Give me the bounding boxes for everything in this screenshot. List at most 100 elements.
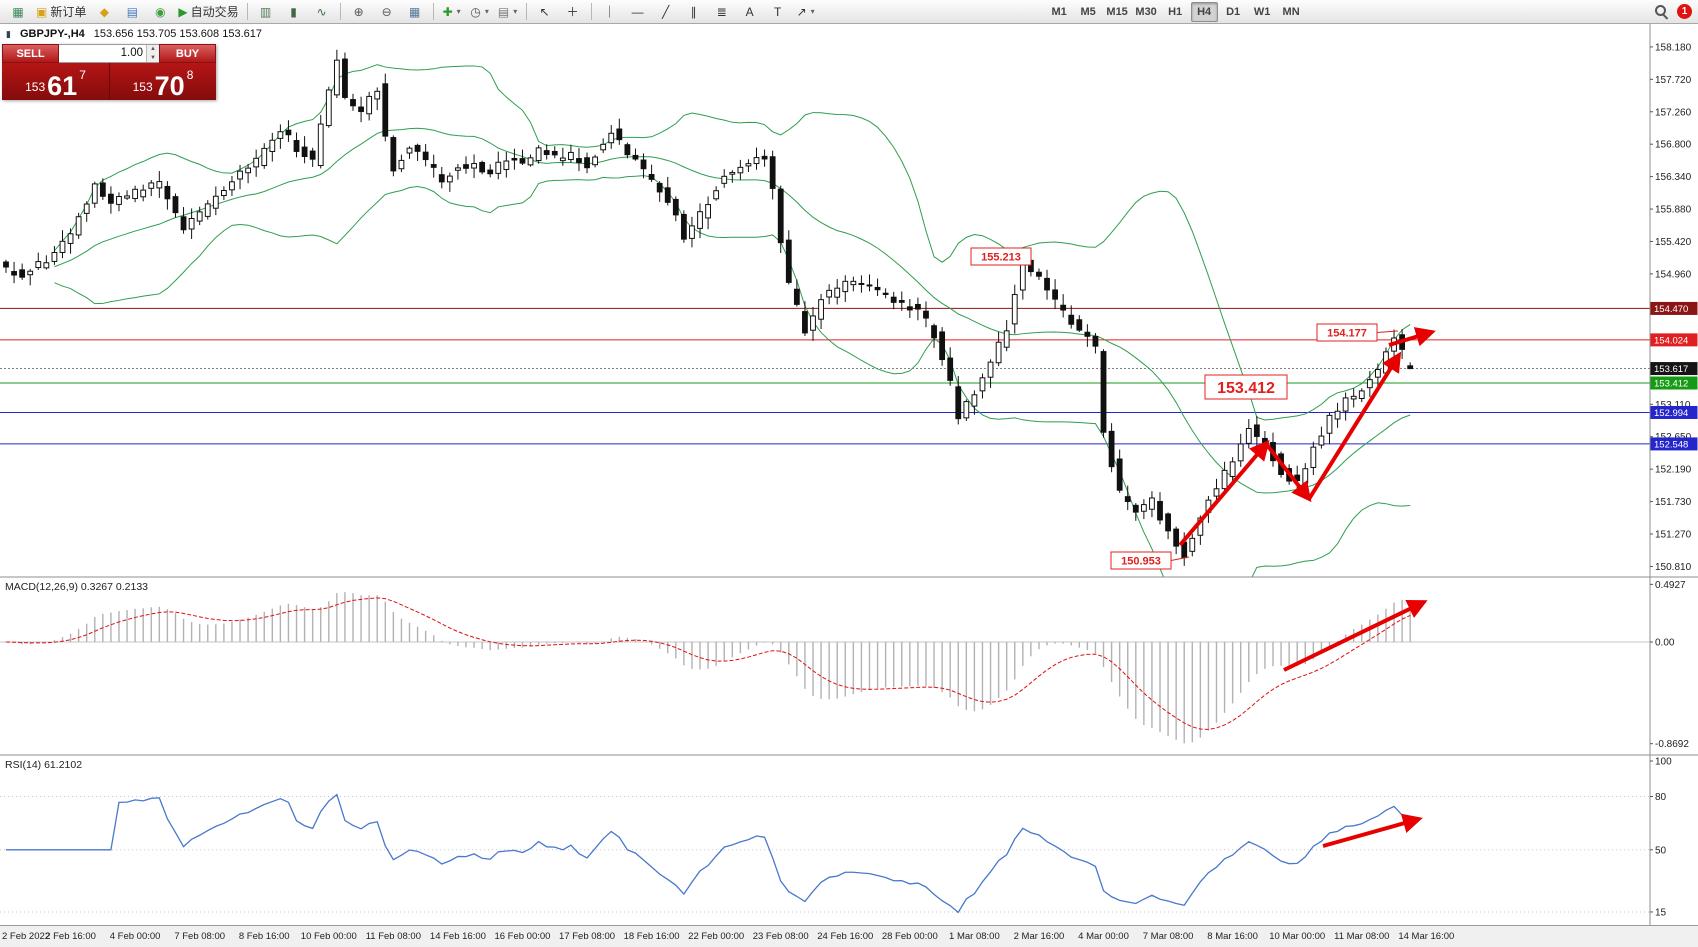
candlestick-chart-icon: ▮ [290, 4, 297, 19]
templates-button[interactable]: ▤ ▾ [494, 1, 522, 23]
timeframe-m5[interactable]: M5 [1080, 5, 1096, 18]
price-annotation[interactable]: 154.177 [1316, 323, 1399, 342]
line-chart-button[interactable]: ∿ [308, 1, 336, 23]
time-label: 4 Mar 00:00 [1078, 931, 1129, 942]
timeframe-mn[interactable]: MN [1282, 5, 1300, 18]
crosshair-icon: ＋ [566, 4, 579, 19]
candlestick-chart-button[interactable]: ▮ [280, 1, 308, 23]
svg-text:0.4927: 0.4927 [1655, 580, 1686, 591]
timeframe-w1[interactable]: W1 [1253, 5, 1271, 18]
text-button[interactable]: A [736, 1, 764, 23]
market-watch-button[interactable]: ▤ [118, 1, 146, 23]
channel-button[interactable]: ∥ [680, 1, 708, 23]
timeframe-h1[interactable]: H1 [1168, 5, 1183, 18]
zoom-out-button[interactable]: ⊖ [373, 1, 401, 23]
cursor-icon: ↖ [539, 4, 550, 19]
bid-price-button[interactable]: 153 61 7 [2, 63, 109, 100]
bollinger-upper-band[interactable] [54, 64, 1411, 421]
indicators-button[interactable]: ✚ ▾ [438, 1, 466, 23]
volume-input[interactable]: 1.00 [120, 47, 143, 59]
price-annotation[interactable]: 153.412 [1204, 374, 1288, 400]
time-label: 2 Feb 16:00 [45, 931, 96, 942]
macd-label: MACD(12,26,9) 0.3267 0.2133 [5, 581, 149, 593]
trend-arrow[interactable] [1178, 439, 1270, 547]
new-order-button[interactable]: ▣ 新订单 [32, 1, 90, 23]
time-label: 2 Feb 2022 [2, 931, 51, 942]
sell-button[interactable]: SELL [2, 44, 59, 63]
trend-arrow[interactable] [1265, 443, 1312, 503]
timeframe-d1[interactable]: D1 [1226, 5, 1241, 18]
navigator-button[interactable]: ◉ [146, 1, 174, 23]
price-annotation[interactable]: 155.213 [970, 247, 1032, 266]
horizontal-line-icon: — [631, 4, 644, 19]
bar-chart-button[interactable]: ▥ [252, 1, 280, 23]
trend-arrow[interactable] [1388, 327, 1436, 347]
volume-box: 1.00 ▲ ▼ [59, 44, 159, 63]
vertical-line-button[interactable]: ｜ [596, 1, 624, 23]
price-annotation[interactable]: 150.953 [1110, 551, 1190, 570]
cursor-button[interactable]: ↖ [531, 1, 559, 23]
notification-badge[interactable]: 1 [1677, 4, 1692, 19]
buy-button[interactable]: BUY [159, 44, 216, 63]
time-label: 10 Feb 00:00 [300, 931, 357, 942]
periods-button-caret: ▾ [484, 7, 489, 16]
rsi-line [6, 793, 1411, 914]
timeframe-m30[interactable]: M30 [1135, 5, 1157, 18]
bollinger-middle-band[interactable] [54, 127, 1411, 494]
trend-arrow[interactable] [1322, 813, 1423, 848]
symbol-title: GBPJPY-,H4 [19, 28, 85, 40]
time-label: 28 Feb 00:00 [881, 931, 938, 942]
time-label: 4 Feb 00:00 [109, 931, 161, 942]
crosshair-button[interactable]: ＋ [559, 1, 587, 23]
history-center-button[interactable]: ◆ [90, 1, 118, 23]
chart-canvas[interactable]: 158.180 157.720 157.260 156.800 156.340 155.8… [0, 24, 1698, 925]
terminal-icon: ▦ [12, 4, 24, 19]
horizontal-line-button[interactable]: — [624, 1, 652, 23]
timeframe-h4[interactable]: H4 [1190, 1, 1218, 22]
time-label: 1 Mar 08:00 [949, 931, 1000, 942]
trendline-button[interactable]: ╱ [652, 1, 680, 23]
svg-text:151.730: 151.730 [1655, 497, 1692, 508]
time-label: 8 Feb 16:00 [238, 931, 290, 942]
bid-big-digits: 61 [47, 70, 78, 101]
price-badge: 152.994 [1654, 408, 1688, 419]
volume-up-button[interactable]: ▲ [147, 45, 159, 54]
arrows-button[interactable]: ↗ ▾ [792, 1, 820, 23]
bollinger-lower-band[interactable] [54, 175, 1411, 632]
terminal-button[interactable]: ▦ [4, 1, 32, 23]
line-chart-icon: ∿ [316, 4, 327, 19]
toolbar-separator [432, 3, 434, 20]
svg-text:155.420: 155.420 [1655, 237, 1692, 248]
trend-arrow[interactable] [1283, 599, 1428, 672]
ask-pip-digit: 8 [186, 68, 194, 82]
ask-price-button[interactable]: 153 70 8 [109, 63, 216, 100]
label-button[interactable]: T [764, 1, 792, 23]
templates-button-caret: ▾ [513, 7, 518, 16]
periods-button[interactable]: ◷ ▾ [466, 1, 494, 23]
fibonacci-button[interactable]: ≣ [708, 1, 736, 23]
bar-chart-icon: ▥ [259, 4, 272, 19]
svg-text:157.260: 157.260 [1655, 107, 1692, 118]
toolbar: ▦ ▣ 新订单 ◆ ▤ ◉ ▶ 自动交易 ▥ ▮ ∿ ⊕ ⊖ ▦ ✚ ▾ ◷ ▾ ▤ ▾ ↖ ＋｜ — ╱ ∥ ≣ A T ↗ ▾ M1 M… [0, 0, 1698, 24]
periods-icon: ◷ [470, 4, 481, 19]
timeframe-m15[interactable]: M15 [1106, 5, 1128, 18]
trend-arrow[interactable] [1307, 351, 1402, 501]
volume-down-button[interactable]: ▼ [147, 53, 159, 62]
trendline-icon: ╱ [661, 4, 670, 19]
autotrading-button[interactable]: ▶ 自动交易 [174, 1, 242, 23]
svg-text:153.412: 153.412 [1217, 380, 1275, 397]
rsi-layer [0, 793, 1650, 914]
new-order-button-label: 新订单 [50, 5, 87, 19]
search-icon[interactable] [1654, 4, 1669, 19]
label-icon: T [773, 4, 782, 19]
zoom-in-button[interactable]: ⊕ [345, 1, 373, 23]
time-label: 24 Feb 16:00 [817, 931, 874, 942]
templates-icon: ▤ [497, 4, 510, 19]
timeframe-m1[interactable]: M1 [1051, 5, 1067, 18]
svg-text:151.270: 151.270 [1655, 530, 1692, 541]
toolbar-separator [590, 3, 592, 20]
tile-windows-button[interactable]: ▦ [401, 1, 429, 23]
svg-text:154.960: 154.960 [1655, 269, 1692, 280]
text-icon: A [745, 4, 754, 19]
price-badge: 154.024 [1654, 335, 1688, 346]
